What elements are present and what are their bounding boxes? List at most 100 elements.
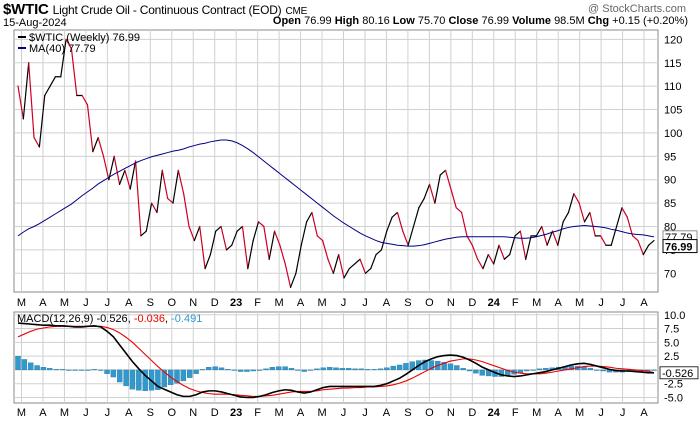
price-line-segment: [364, 268, 372, 274]
price-line-segment: [444, 169, 452, 190]
plot-frame: [13, 29, 659, 293]
x-tick-label: S: [404, 297, 411, 309]
close-value: 76.99: [481, 15, 510, 27]
price-line-segment: [236, 225, 244, 232]
macd-last-label: -0.526: [662, 368, 693, 380]
x-tick-label: S: [147, 407, 154, 419]
price-line-segment: [343, 268, 350, 279]
price-line-segment: [172, 169, 179, 204]
y-tick-label: 120: [664, 34, 682, 46]
histogram-bar: [466, 369, 473, 372]
price-line-segment: [375, 249, 383, 256]
price-line-segment: [161, 169, 169, 200]
price-line-segment: [632, 235, 639, 242]
price-line-segment: [396, 211, 404, 232]
histogram-bar: [244, 369, 250, 372]
histogram-bar: [117, 369, 123, 383]
price-line-segment: [642, 244, 650, 256]
price-line-segment: [327, 258, 334, 274]
price-line-segment: [124, 169, 131, 190]
histogram-bar: [212, 366, 218, 371]
price-line-segment: [493, 244, 500, 265]
histogram-bar: [193, 369, 199, 374]
price-line-segment: [471, 244, 479, 260]
close-label: Close: [448, 15, 479, 27]
price-line-segment: [386, 216, 393, 232]
price-line-segment: [38, 94, 46, 148]
y-tick-label: 90: [664, 175, 676, 187]
price-line-segment: [49, 76, 57, 87]
price-line-segment: [129, 160, 137, 190]
macd-last-tag: [659, 366, 699, 380]
x-tick-label: J: [341, 297, 347, 309]
histogram-bar: [454, 365, 460, 371]
histogram-bar: [225, 369, 231, 371]
price-line-segment: [177, 169, 185, 195]
x-tick-label: D: [468, 407, 476, 419]
price-line-segment: [306, 211, 313, 223]
legend-label-ma: MA(40) 77.79: [29, 43, 96, 55]
open-value: 76.99: [304, 15, 332, 27]
price-line-segment: [102, 155, 110, 181]
low-label: Low: [392, 15, 415, 27]
histogram-bar: [339, 368, 346, 371]
histogram-bar: [250, 369, 257, 372]
price-line-segment: [268, 230, 276, 260]
price-line-segment: [263, 225, 270, 260]
price-line-segment: [92, 137, 99, 153]
histogram-bar: [104, 369, 110, 374]
price-line-segment: [615, 207, 623, 228]
histogram-bar: [288, 368, 295, 371]
histogram-bar: [231, 369, 237, 371]
price-line-segment: [151, 202, 158, 214]
x-tick-label: J: [83, 297, 89, 309]
histogram-bar: [15, 355, 21, 371]
macd-legend-title: MACD(12,26,9): [17, 313, 96, 325]
histogram-bar: [142, 369, 148, 392]
price-line-segment: [450, 188, 457, 209]
price-line-segment: [418, 197, 425, 209]
histogram-bar: [403, 363, 409, 371]
price-line-segment: [466, 235, 473, 246]
symbol-title: $WTIC Light Crude Oil - Continuous Contr…: [3, 1, 307, 18]
x-tick-label: S: [404, 407, 411, 419]
price-line-segment: [380, 230, 388, 251]
price-line-segment: [199, 225, 206, 270]
x-tick-label: D: [211, 297, 219, 309]
price-line-segment: [460, 211, 468, 237]
x-tick-label: S: [147, 297, 154, 309]
price-line-segment: [535, 225, 543, 237]
price-line-segment: [311, 211, 318, 237]
x-tick-label: F: [254, 297, 261, 309]
price-line-segment: [439, 169, 447, 176]
price-line-segment: [428, 183, 436, 204]
x-tick-label: A: [39, 407, 47, 419]
price-line-segment: [97, 137, 105, 157]
price-line-segment: [546, 230, 554, 246]
x-tick-label: A: [125, 297, 133, 309]
price-line-segment: [412, 207, 420, 228]
x-tick-label: M: [275, 407, 284, 419]
plot-frame: [13, 311, 659, 404]
histogram-bar: [594, 369, 600, 371]
x-tick-label: F: [512, 297, 519, 309]
price-line-segment: [17, 85, 24, 120]
price-line-segment: [407, 225, 415, 246]
histogram-bar: [85, 369, 91, 371]
exchange: CME: [285, 6, 308, 17]
price-line-segment: [487, 253, 495, 265]
quote-summary: Open 76.99 High 80.16 Low 75.70 Close 76…: [273, 15, 688, 27]
x-tick-label: J: [620, 297, 626, 309]
macd-legend-sep: ,: [128, 313, 134, 325]
price-line-segment: [589, 211, 596, 237]
x-tick-label: A: [39, 297, 47, 309]
price-line-segment: [402, 230, 409, 246]
histogram-bar: [384, 367, 390, 371]
macd-line: [17, 322, 655, 399]
price-line-segment: [22, 62, 30, 120]
macd-legend-sep: ,: [165, 313, 171, 325]
x-tick-label: M: [317, 407, 326, 419]
histogram-bar: [161, 369, 167, 388]
histogram-bar: [651, 369, 657, 371]
